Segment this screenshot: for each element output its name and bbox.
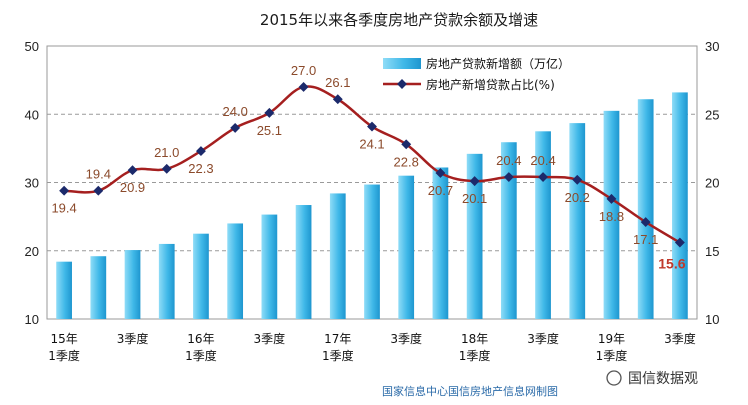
bar: [603, 110, 620, 320]
bar: [672, 92, 688, 319]
point-marker: [572, 174, 583, 185]
bar: [158, 243, 175, 319]
data-label: 19.4: [86, 167, 111, 182]
point-marker: [435, 167, 446, 178]
data-labels: 19.4 19.4 20.9 21.0 22.3 24.0 25.1 27.0 26.1 24.1…: [51, 63, 685, 272]
right-axis-tick-label: 20: [705, 176, 719, 191]
data-label: 27.0: [291, 63, 316, 78]
point-marker: [469, 176, 480, 187]
x-tick-label: 16年: [187, 332, 214, 346]
point-marker: [606, 193, 617, 204]
data-label: 20.7: [428, 183, 453, 198]
right-axis-tick-label: 30: [705, 39, 719, 54]
x-tick-label: 3季度: [527, 331, 559, 346]
bar: [90, 256, 107, 319]
bar: [466, 153, 483, 319]
point-marker: [674, 237, 685, 248]
right-axis-tick-label: 15: [705, 244, 719, 259]
bar: [569, 123, 586, 319]
x-tick-label: 3季度: [254, 331, 286, 346]
x-tick-label: 3季度: [664, 331, 696, 346]
data-label: 22.3: [188, 161, 213, 176]
data-label: 15.6: [658, 256, 685, 272]
data-label: 26.1: [325, 75, 350, 90]
data-label: 25.1: [257, 123, 282, 138]
point-marker: [127, 165, 138, 176]
data-label: 20.4: [530, 153, 555, 168]
bar: [56, 261, 72, 319]
chart-source: 国家信息中心国信房地产信息网制图: [382, 384, 558, 398]
bar: [261, 214, 278, 319]
x-tick-label: 19年: [598, 332, 625, 346]
bar: [124, 250, 141, 319]
bar: [295, 205, 312, 319]
point-marker: [230, 122, 241, 133]
wechat-icon: [606, 370, 622, 386]
data-label: 20.1: [462, 191, 487, 206]
x-tick-label: 15年: [50, 332, 77, 346]
data-label: 18.8: [599, 209, 624, 224]
data-label: 20.9: [120, 180, 145, 195]
data-label: 17.1: [633, 232, 658, 247]
data-label: 19.4: [51, 201, 76, 216]
data-label: 21.0: [154, 145, 179, 160]
point-marker: [640, 217, 651, 228]
x-tick-label: 1季度: [185, 348, 217, 363]
left-axis-tick-label: 30: [25, 176, 39, 191]
x-axis-ticks: 15年 1季度 3季度 16年 1季度 3季度 17年 1季度 3季度 18年 1季度 3季度 19年 1…: [48, 331, 695, 363]
bar: [500, 142, 517, 319]
chart-title: 2015年以来各季度房地产贷款余额及增速: [260, 11, 538, 29]
left-axis-tick-label: 40: [25, 107, 39, 122]
data-label: 20.2: [565, 190, 590, 205]
point-marker: [161, 163, 172, 174]
bar: [227, 223, 244, 319]
bar-series: [56, 92, 688, 320]
right-axis-tick-label: 25: [705, 107, 719, 122]
point-marker: [59, 185, 70, 196]
left-axis-tick-label: 20: [25, 244, 39, 259]
x-tick-label: 3季度: [390, 331, 422, 346]
line-series: [59, 82, 685, 248]
left-axis-ticks: 10 20 30 40 50: [25, 39, 39, 327]
x-tick-label: 1季度: [48, 348, 80, 363]
watermark: 国信数据观: [606, 370, 698, 387]
x-tick-label: 17年: [324, 332, 351, 346]
legend-bar-label: 房地产贷款新增额（万亿）: [426, 56, 570, 71]
data-label: 22.8: [394, 154, 419, 169]
right-axis-tick-label: 10: [705, 312, 719, 327]
right-axis-ticks: 10 15 20 25 30: [705, 39, 719, 327]
legend-bar-swatch: [383, 58, 421, 69]
legend: 房地产贷款新增额（万亿） 房地产新增贷款占比(%): [383, 56, 570, 92]
data-label: 20.4: [496, 153, 521, 168]
bar: [364, 184, 380, 319]
left-axis-tick-label: 50: [25, 39, 39, 54]
x-tick-label: 1季度: [459, 348, 491, 363]
point-marker: [503, 172, 514, 182]
watermark-text: 国信数据观: [628, 371, 698, 387]
bar: [193, 233, 209, 319]
point-marker: [195, 146, 206, 157]
x-tick-label: 1季度: [596, 348, 628, 363]
data-label: 24.1: [359, 137, 384, 152]
bar: [398, 175, 415, 319]
x-tick-label: 18年: [461, 332, 488, 346]
bar: [432, 167, 449, 319]
bar: [329, 193, 346, 319]
point-marker: [93, 185, 104, 196]
left-axis-tick-label: 10: [25, 312, 39, 327]
point-marker: [538, 172, 549, 182]
data-label: 24.0: [223, 104, 248, 119]
legend-line-label: 房地产新增贷款占比(%): [426, 77, 555, 92]
x-tick-label: 1季度: [322, 348, 354, 363]
x-tick-label: 3季度: [117, 331, 149, 346]
point-marker: [401, 139, 412, 150]
bar: [637, 99, 654, 319]
